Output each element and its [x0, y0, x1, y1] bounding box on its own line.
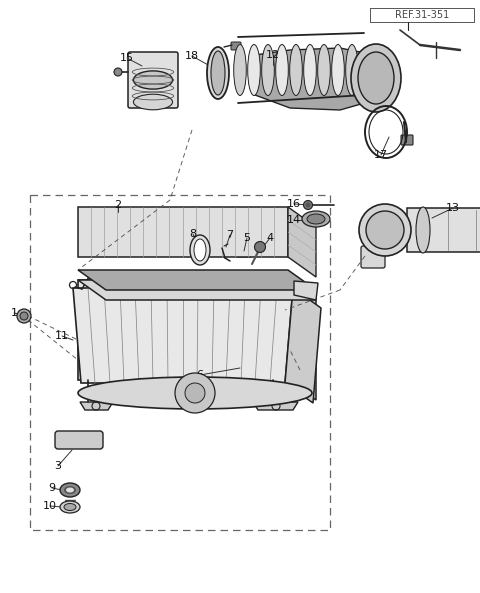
Ellipse shape	[358, 52, 394, 104]
Ellipse shape	[248, 44, 260, 95]
FancyBboxPatch shape	[361, 246, 385, 268]
Ellipse shape	[359, 204, 411, 256]
Ellipse shape	[60, 483, 80, 497]
Polygon shape	[288, 280, 316, 400]
Ellipse shape	[207, 47, 229, 99]
Text: 14: 14	[287, 215, 301, 225]
Polygon shape	[78, 207, 288, 257]
Circle shape	[20, 312, 28, 320]
Circle shape	[305, 202, 311, 208]
Ellipse shape	[133, 71, 172, 89]
Circle shape	[185, 383, 205, 403]
Ellipse shape	[307, 214, 325, 224]
Ellipse shape	[78, 377, 312, 409]
FancyBboxPatch shape	[55, 431, 103, 449]
Text: 7: 7	[227, 230, 234, 240]
Circle shape	[114, 68, 122, 76]
Ellipse shape	[276, 44, 288, 95]
Text: 2: 2	[114, 200, 121, 210]
Text: 4: 4	[266, 233, 274, 243]
Ellipse shape	[64, 486, 76, 494]
Polygon shape	[78, 280, 316, 300]
Ellipse shape	[133, 94, 172, 110]
Ellipse shape	[66, 487, 74, 493]
Ellipse shape	[332, 44, 344, 95]
Ellipse shape	[366, 211, 404, 249]
Polygon shape	[78, 270, 316, 290]
Ellipse shape	[234, 44, 246, 95]
Circle shape	[17, 309, 31, 323]
Text: 11: 11	[55, 331, 69, 341]
Ellipse shape	[64, 503, 76, 511]
Polygon shape	[255, 48, 375, 110]
Polygon shape	[253, 402, 298, 410]
FancyBboxPatch shape	[231, 42, 241, 50]
Polygon shape	[80, 402, 113, 410]
Ellipse shape	[302, 211, 330, 227]
Text: 18: 18	[185, 51, 199, 61]
Text: 5: 5	[243, 233, 251, 243]
Polygon shape	[285, 288, 321, 403]
Circle shape	[254, 241, 265, 253]
Ellipse shape	[190, 235, 210, 265]
Text: 10: 10	[43, 501, 57, 511]
Text: 8: 8	[190, 229, 197, 239]
Text: REF.31-351: REF.31-351	[395, 10, 449, 20]
Text: 17: 17	[374, 150, 388, 160]
Text: 15: 15	[120, 53, 134, 63]
Text: 1: 1	[11, 308, 17, 318]
Polygon shape	[78, 280, 288, 380]
Text: 16: 16	[287, 199, 301, 209]
Ellipse shape	[416, 207, 430, 253]
Ellipse shape	[318, 44, 330, 95]
Text: 12: 12	[266, 50, 280, 60]
Polygon shape	[407, 208, 480, 252]
Ellipse shape	[211, 51, 225, 95]
Text: 3: 3	[55, 461, 61, 471]
Ellipse shape	[194, 239, 206, 261]
Ellipse shape	[262, 44, 274, 95]
Ellipse shape	[60, 501, 80, 513]
FancyBboxPatch shape	[128, 52, 178, 108]
Polygon shape	[288, 207, 316, 277]
Polygon shape	[294, 281, 318, 300]
Ellipse shape	[351, 44, 401, 112]
FancyBboxPatch shape	[237, 247, 251, 257]
Circle shape	[303, 200, 312, 209]
Text: 13: 13	[446, 203, 460, 213]
Text: 9: 9	[48, 483, 56, 493]
Ellipse shape	[290, 44, 302, 95]
Circle shape	[175, 373, 215, 413]
Polygon shape	[73, 288, 293, 383]
Ellipse shape	[304, 44, 316, 95]
Ellipse shape	[346, 44, 358, 95]
Text: 6: 6	[196, 370, 204, 380]
FancyBboxPatch shape	[401, 135, 413, 145]
